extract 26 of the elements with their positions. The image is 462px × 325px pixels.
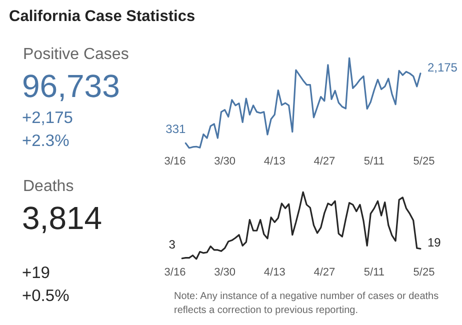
x-tick-label: 3/30 [214, 266, 236, 278]
text: Deaths [23, 178, 74, 196]
text: Note: Any instance of a negative number of cases or deaths reflects a correction to previous reporting. [174, 290, 440, 318]
x-tick-label: 3/16 [164, 266, 186, 278]
x-tick-label: 4/13 [264, 156, 286, 168]
text: 3,814 [22, 200, 102, 237]
text: 96,733 [22, 68, 120, 105]
x-tick-label: 5/11 [364, 156, 384, 168]
x-tick-label: 5/25 [413, 266, 435, 278]
x-tick-label: 4/27 [314, 156, 336, 168]
text: Positive Cases [23, 46, 129, 64]
text: +0.5% [22, 287, 70, 306]
data-label: 331 [166, 122, 186, 136]
x-tick-label: 5/25 [413, 156, 435, 168]
x-tick-label: 3/30 [214, 156, 236, 168]
x-tick-label: 4/27 [314, 266, 336, 278]
text: +2,175 [22, 109, 73, 128]
x-tick-label: 4/13 [264, 266, 286, 278]
text: +2.3% [22, 132, 70, 151]
data-label: 2,175 [427, 60, 458, 74]
text: +19 [22, 264, 50, 283]
x-tick-label: 3/16 [164, 156, 186, 168]
data-label: 3 [168, 237, 176, 252]
text: California Case Statistics [9, 8, 196, 26]
x-tick-label: 5/11 [364, 266, 384, 278]
data-label: 19 [427, 236, 442, 250]
